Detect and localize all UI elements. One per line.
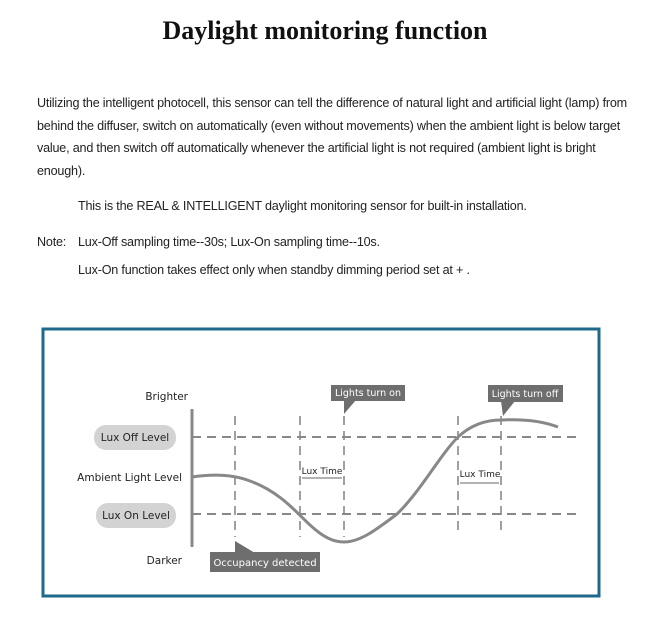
axis-top-label: Brighter xyxy=(145,391,188,403)
occupancy-pointer xyxy=(235,541,255,553)
lux-on-pill xyxy=(96,503,176,528)
occupancy-text: Occupancy detected xyxy=(213,558,316,569)
page-title: Daylight monitoring function xyxy=(162,16,488,45)
lights-off-callout xyxy=(488,385,563,402)
diagram-frame xyxy=(41,327,601,598)
lights-on-text: Lights turn on xyxy=(335,388,401,399)
highlight-text: This is the REAL & INTELLIGENT daylight … xyxy=(78,199,527,213)
lights-off-text: Lights turn off xyxy=(492,389,559,400)
lights-on-callout xyxy=(331,385,405,401)
lights-on-pointer xyxy=(344,400,356,414)
axis-bottom-label: Darker xyxy=(147,555,183,567)
occupancy-callout xyxy=(210,552,320,572)
lux-off-level-label: Lux Off Level xyxy=(101,432,169,444)
note-label: Note: xyxy=(37,235,67,249)
lux-time-label-2: Lux Time xyxy=(460,470,501,480)
note-line-2: Lux-On function takes effect only when s… xyxy=(78,263,470,277)
description-paragraph: Utilizing the intelligent photocell, thi… xyxy=(37,96,627,178)
note-line-1: Lux-Off sampling time--30s; Lux-On sampl… xyxy=(78,235,380,249)
lux-time-label-1: Lux Time xyxy=(302,467,343,477)
lux-on-level-label: Lux On Level xyxy=(102,510,170,522)
ambient-light-curve xyxy=(191,418,559,544)
ambient-light-label: Ambient Light Level xyxy=(77,472,182,484)
lux-off-pill xyxy=(94,425,176,450)
lights-off-pointer xyxy=(501,401,515,416)
